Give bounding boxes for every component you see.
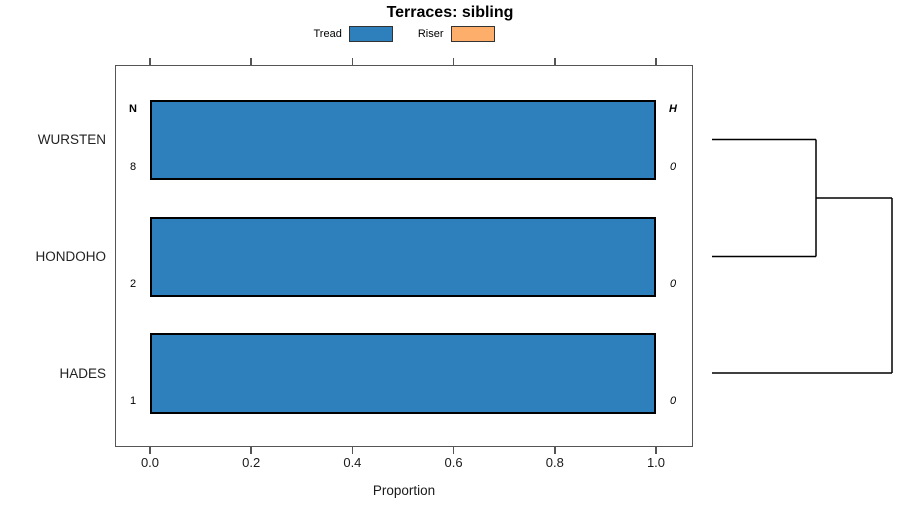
- x-tick-label: 0.8: [545, 455, 564, 470]
- left-column-value: 8: [129, 161, 137, 173]
- bottom-axis-tick: [250, 447, 252, 454]
- top-axis-tick: [554, 58, 556, 65]
- legend-item-riser: Riser: [418, 26, 495, 42]
- legend-label-tread: Tread: [313, 28, 342, 40]
- right-column-header: H: [669, 103, 677, 115]
- bottom-axis-tick: [351, 447, 354, 454]
- bottom-axis-tick: [452, 447, 455, 454]
- legend-label-riser: Riser: [417, 28, 444, 40]
- bar-segment-tread: [150, 100, 656, 180]
- bottom-axis-tick: [149, 447, 151, 454]
- y-axis-category-label: HADES: [59, 365, 106, 381]
- right-column-value: 0: [669, 161, 677, 173]
- bottom-axis-tick: [655, 447, 657, 454]
- top-axis-tick: [452, 58, 455, 65]
- right-column-value: 0: [669, 395, 677, 407]
- chart-title: Terraces: sibling: [386, 4, 514, 21]
- left-column-value: 2: [129, 278, 137, 290]
- top-axis-tick: [149, 58, 151, 65]
- top-axis-tick: [250, 58, 252, 65]
- x-tick-label: 0.0: [140, 455, 160, 470]
- bar-segment-tread: [150, 217, 656, 297]
- legend-swatch-tread: [348, 26, 393, 42]
- left-column-value: 1: [129, 395, 137, 407]
- y-axis-category-label: WURSTEN: [37, 132, 106, 147]
- right-column-value: 0: [669, 278, 677, 290]
- x-tick-label: 1.0: [646, 455, 666, 470]
- x-tick-label: 0.2: [242, 455, 261, 470]
- top-axis-tick: [655, 58, 657, 65]
- legend: Tread Riser: [115, 25, 693, 43]
- bar-segment-tread: [150, 333, 656, 414]
- x-tick-label: 0.6: [444, 455, 463, 470]
- x-axis-label: Proportion: [372, 483, 436, 498]
- bottom-axis-tick: [554, 447, 556, 454]
- legend-swatch-riser: [450, 26, 495, 42]
- top-axis-tick: [351, 58, 354, 65]
- left-column-header: N: [129, 103, 137, 115]
- legend-item-tread: Tread: [314, 26, 393, 42]
- x-tick-label: 0.4: [343, 455, 362, 470]
- y-axis-category-label: HONDOHO: [35, 249, 107, 264]
